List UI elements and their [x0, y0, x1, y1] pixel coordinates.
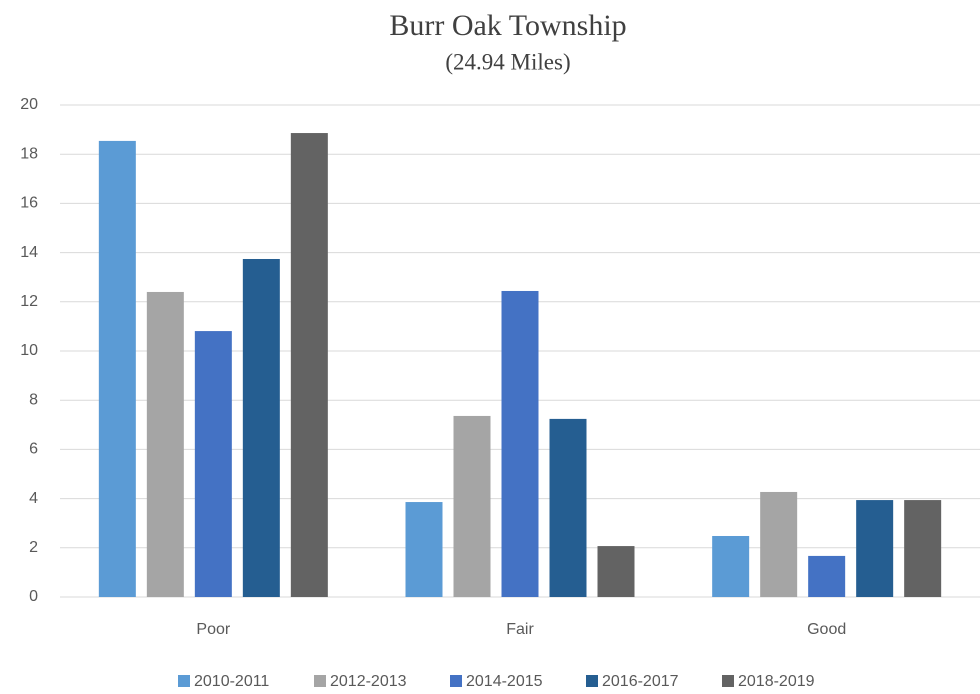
legend-swatch: [586, 675, 598, 687]
legend-swatch: [722, 675, 734, 687]
bar: [405, 502, 443, 597]
legend-label: 2010-2011: [194, 673, 269, 690]
y-tick-label: 16: [20, 195, 38, 212]
legend-label: 2012-2013: [330, 673, 407, 690]
legend-swatch: [314, 675, 326, 687]
y-tick-label: 8: [29, 391, 38, 408]
bar: [760, 491, 798, 597]
y-tick-label: 12: [20, 293, 38, 310]
legend-label: 2014-2015: [466, 673, 543, 690]
bar: [453, 415, 491, 597]
bar: [242, 258, 280, 597]
bar: [194, 331, 232, 597]
bar: [597, 546, 635, 597]
bar: [856, 500, 894, 597]
bar: [549, 418, 587, 597]
bar: [712, 535, 750, 597]
x-tick-label: Fair: [506, 621, 534, 638]
bar: [904, 500, 942, 597]
y-tick-label: 18: [20, 145, 38, 162]
x-tick-label: Good: [807, 621, 846, 638]
x-tick-label: Poor: [196, 621, 230, 638]
y-tick-label: 2: [29, 539, 38, 556]
y-tick-label: 4: [29, 490, 38, 507]
bar: [808, 555, 846, 597]
bar: [98, 140, 136, 597]
chart-title: Burr Oak Township: [389, 9, 626, 42]
legend-swatch: [450, 675, 462, 687]
bar: [146, 291, 184, 597]
legend-swatch: [178, 675, 190, 687]
y-tick-label: 6: [29, 441, 38, 458]
bar: [290, 133, 328, 597]
bar: [501, 290, 539, 597]
legend-label: 2016-2017: [602, 673, 679, 690]
chart-subtitle: (24.94 Miles): [445, 49, 570, 74]
y-tick-label: 0: [29, 588, 38, 605]
legend-label: 2018-2019: [738, 673, 815, 690]
y-tick-label: 20: [20, 96, 38, 113]
y-tick-label: 10: [20, 342, 38, 359]
y-tick-label: 14: [20, 244, 38, 261]
